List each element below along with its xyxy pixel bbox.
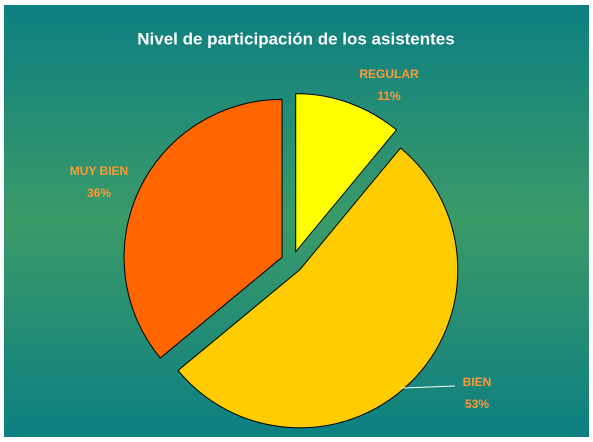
slice-value-label: 53% bbox=[465, 397, 489, 411]
slice-label: MUY BIEN bbox=[70, 164, 128, 178]
slice-label: REGULAR bbox=[359, 67, 419, 81]
pie-slice bbox=[123, 98, 283, 359]
chart-title: Nivel de participación de los asistentes bbox=[137, 29, 454, 48]
slice-value-label: 11% bbox=[377, 89, 401, 103]
slice-value-label: 36% bbox=[87, 186, 111, 200]
leader-line bbox=[400, 385, 456, 389]
pie-slice bbox=[177, 147, 459, 429]
slice-label: BIEN bbox=[463, 375, 492, 389]
pie-slice bbox=[295, 93, 398, 254]
